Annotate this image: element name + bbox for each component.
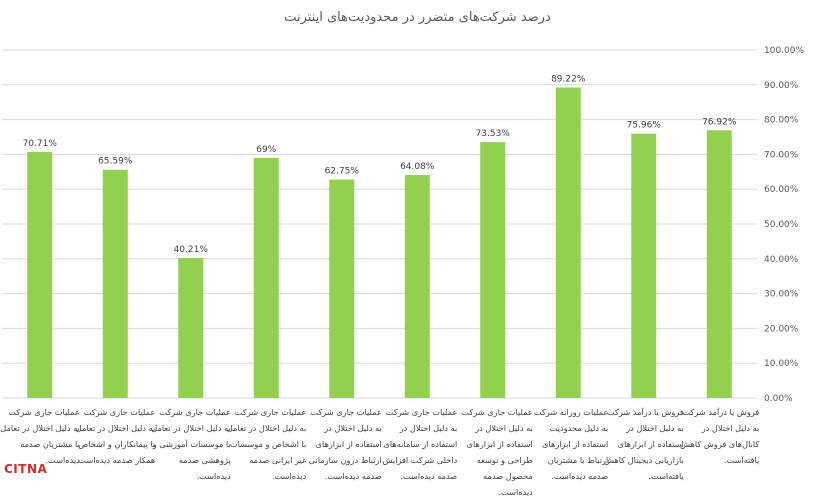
data-label: 65.59% (98, 157, 133, 167)
data-label: 73.53% (476, 129, 511, 139)
bar (555, 87, 581, 398)
bar (404, 175, 430, 398)
bar (480, 142, 506, 398)
y-tick-label: 70.00% (764, 150, 799, 160)
data-label: 62.75% (325, 167, 360, 177)
y-tick-label: 20.00% (764, 324, 799, 334)
y-tick-label: 60.00% (764, 185, 799, 195)
bar (178, 258, 204, 398)
citna-logo: CITNA (4, 462, 48, 476)
category-label: عملیات جاری شرکت به دلیل اختلال در تعامل… (75, 407, 156, 465)
y-tick-label: 0.00% (764, 394, 793, 404)
bar (253, 157, 279, 398)
y-tick-label: 10.00% (764, 359, 799, 369)
category-label: فروش یا درآمد شرکت به دلیل اختلال در است… (603, 407, 684, 481)
category-label: عملیات جاری شرکت به دلیل اختلال در استفا… (308, 407, 382, 481)
category-label: عملیات جاری شرکت به دلیل اختلال در تعامل… (151, 407, 231, 481)
data-label: 76.92% (702, 117, 737, 127)
bar (27, 151, 53, 398)
bar (706, 130, 732, 398)
chart-title: درصد شرکت‌های متضرر در محدودیت‌های اینتر… (284, 10, 551, 25)
data-label: 89.22% (551, 75, 586, 85)
y-tick-label: 90.00% (764, 81, 799, 91)
bar (102, 169, 128, 398)
data-label: 64.08% (400, 162, 435, 172)
data-label: 69% (256, 145, 276, 155)
y-tick-label: 40.00% (764, 255, 799, 265)
category-label: فروش یا درآمد شرکت به دلیل اختلال در کان… (680, 407, 760, 465)
bar (329, 179, 355, 398)
category-label: عملیات روزانه شرکت به دلیل محدودیت استفا… (533, 407, 609, 481)
bar (631, 133, 657, 399)
category-label: عملیات جاری شرکت به دلیل اختلال در استفا… (382, 407, 458, 481)
category-label: عملیات جاری شرکت به دلیل اختلال در استفا… (461, 407, 533, 497)
data-label: 40.21% (174, 245, 209, 255)
y-tick-label: 30.00% (764, 290, 799, 300)
data-label: 75.96% (627, 121, 662, 131)
bar-chart: 0.00% 10.00% 20.00% 30.00% 40.00% 50.00% 60.00… (2, 46, 804, 404)
category-label: عملیات جاری شرکت به دلیل اختلال در تعامل… (0, 407, 80, 465)
y-tick-label: 100.00% (764, 46, 804, 56)
category-label: عملیات جاری شرکت به دلیل اختلال در تعامل… (226, 407, 307, 481)
y-tick-label: 80.00% (764, 116, 799, 126)
y-tick-label: 50.00% (764, 220, 799, 230)
data-label: 70.71% (23, 139, 58, 149)
